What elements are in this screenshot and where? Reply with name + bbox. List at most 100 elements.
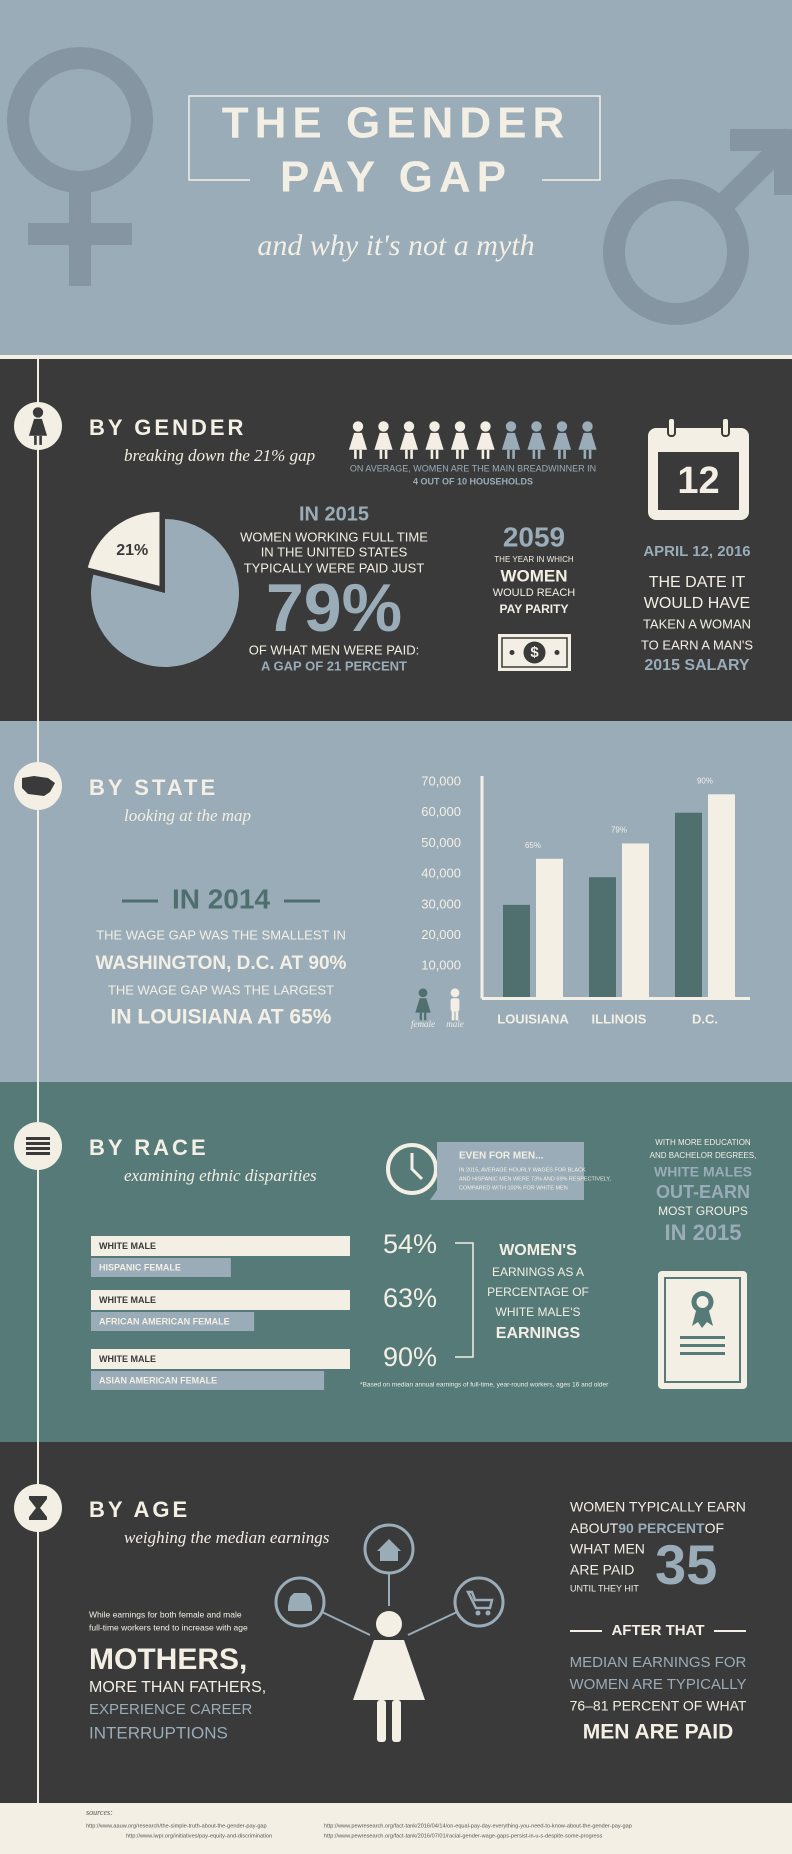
text: MORE THAN FATHERS, bbox=[89, 1679, 266, 1696]
text: APRIL 12, 2016 bbox=[643, 543, 750, 560]
woman-dress bbox=[353, 1640, 425, 1700]
x-tick-label: LOUISIANA bbox=[497, 1011, 569, 1026]
head bbox=[418, 988, 428, 998]
head bbox=[531, 421, 542, 432]
section-heading: BY AGE bbox=[89, 1497, 190, 1522]
text: EXPERIENCE CAREER bbox=[89, 1701, 253, 1718]
text-part: OF bbox=[705, 1520, 724, 1536]
dress bbox=[348, 432, 368, 450]
section-icon bbox=[28, 407, 48, 445]
clock-hands bbox=[410, 1153, 424, 1181]
pie-remainder bbox=[90, 519, 240, 667]
head bbox=[582, 421, 593, 432]
leg bbox=[486, 449, 490, 459]
dress bbox=[399, 432, 419, 450]
text: WITH MORE EDUCATION bbox=[655, 1138, 751, 1147]
head bbox=[352, 421, 364, 432]
text: OF WHAT MEN WERE PAID: bbox=[249, 642, 419, 657]
section-icon bbox=[22, 776, 55, 796]
text: 2015 SALARY bbox=[644, 657, 750, 674]
ribbon bbox=[692, 1311, 713, 1328]
section-heading: BY STATE bbox=[89, 775, 218, 800]
leg bbox=[410, 449, 413, 459]
certificate-line bbox=[680, 1352, 725, 1355]
section-icon bbox=[26, 1152, 50, 1155]
leg bbox=[461, 449, 464, 459]
legend-label: female bbox=[411, 1019, 435, 1029]
male-symbol bbox=[603, 128, 792, 325]
leg bbox=[558, 449, 561, 459]
title: THE GENDER bbox=[222, 99, 570, 148]
x-tick-label: D.C. bbox=[692, 1011, 718, 1026]
section-icon bbox=[26, 1137, 50, 1140]
text: MEDIAN EARNINGS FOR bbox=[570, 1654, 747, 1671]
text: WOMEN ARE TYPICALLY bbox=[570, 1676, 747, 1693]
leg bbox=[430, 449, 434, 459]
text: PERCENTAGE OF bbox=[487, 1285, 589, 1299]
reference-bar bbox=[91, 1290, 350, 1310]
text: AND BACHELOR DEGREES, bbox=[650, 1151, 757, 1160]
dress bbox=[527, 432, 546, 450]
legend-icon bbox=[415, 988, 431, 1021]
female-symbol bbox=[7, 47, 153, 286]
section-icon bbox=[26, 1147, 50, 1150]
big-number: 79% bbox=[266, 570, 402, 646]
bill-inner bbox=[501, 637, 568, 668]
text: While earnings for both female and male bbox=[89, 1609, 242, 1619]
section-heading: BY GENDER bbox=[89, 415, 246, 440]
leg bbox=[451, 1011, 455, 1021]
stroller-icon bbox=[465, 1590, 494, 1610]
leg bbox=[537, 449, 541, 459]
breadwinner-icon bbox=[476, 421, 495, 459]
pie-slice bbox=[87, 511, 160, 586]
section-subheading: examining ethnic disparities bbox=[124, 1166, 317, 1185]
bar bbox=[675, 812, 702, 997]
text: UNTIL THEY HIT bbox=[570, 1583, 639, 1593]
connector bbox=[321, 1611, 371, 1636]
bill-dot bbox=[554, 650, 560, 655]
dress bbox=[28, 418, 48, 436]
breadwinner-icon bbox=[527, 421, 546, 459]
source-link: http://www.pewresearch.org/fact-tank/201… bbox=[324, 1823, 632, 1829]
section-icon bbox=[26, 1142, 50, 1145]
breadwinner-icon bbox=[348, 421, 368, 459]
percent-label: 54% bbox=[383, 1229, 437, 1259]
car-icon bbox=[288, 1593, 312, 1611]
dress bbox=[425, 432, 444, 450]
text: OUT-EARN bbox=[656, 1182, 750, 1202]
section-icon bbox=[29, 1496, 47, 1520]
text: IN 2014 bbox=[172, 883, 270, 914]
leg bbox=[563, 449, 566, 459]
text: IN LOUISIANA AT 65% bbox=[111, 1006, 332, 1029]
footnote: *Based on median annual earnings of full… bbox=[360, 1382, 609, 1389]
leg bbox=[34, 435, 37, 445]
wheel bbox=[485, 1610, 491, 1616]
text: full-time workers tend to increase with … bbox=[89, 1622, 248, 1632]
bar-annotation: 65% bbox=[525, 841, 541, 850]
leg bbox=[583, 449, 587, 459]
breadwinner-icon bbox=[450, 421, 470, 459]
woman-leg bbox=[377, 1700, 386, 1742]
text: 76–81 PERCENT OF WHAT bbox=[570, 1698, 747, 1714]
calendar-day: 12 bbox=[677, 460, 719, 502]
group-bar bbox=[91, 1258, 231, 1277]
bill-symbol: $ bbox=[530, 644, 539, 661]
breadwinner-icon bbox=[374, 421, 393, 459]
text: WASHINGTON, D.C. AT 90% bbox=[96, 953, 347, 974]
bar-annotation: 90% bbox=[697, 776, 713, 785]
leg bbox=[532, 449, 536, 459]
text: 4 OUT OF 10 HOUSEHOLDS bbox=[413, 476, 533, 486]
certificate-line bbox=[680, 1336, 725, 1339]
text: THE WAGE GAP WAS THE LARGEST bbox=[108, 982, 334, 997]
text: IN 2015 bbox=[664, 1220, 741, 1245]
head bbox=[454, 421, 466, 432]
bracket bbox=[455, 1242, 474, 1358]
bar bbox=[536, 858, 563, 997]
text: 2059 bbox=[503, 521, 565, 552]
reference-bar bbox=[91, 1236, 350, 1256]
leg bbox=[39, 435, 42, 445]
percent-label: 90% bbox=[383, 1342, 437, 1372]
pie-label: 21% bbox=[116, 542, 148, 559]
section-heading: BY RACE bbox=[89, 1135, 209, 1160]
